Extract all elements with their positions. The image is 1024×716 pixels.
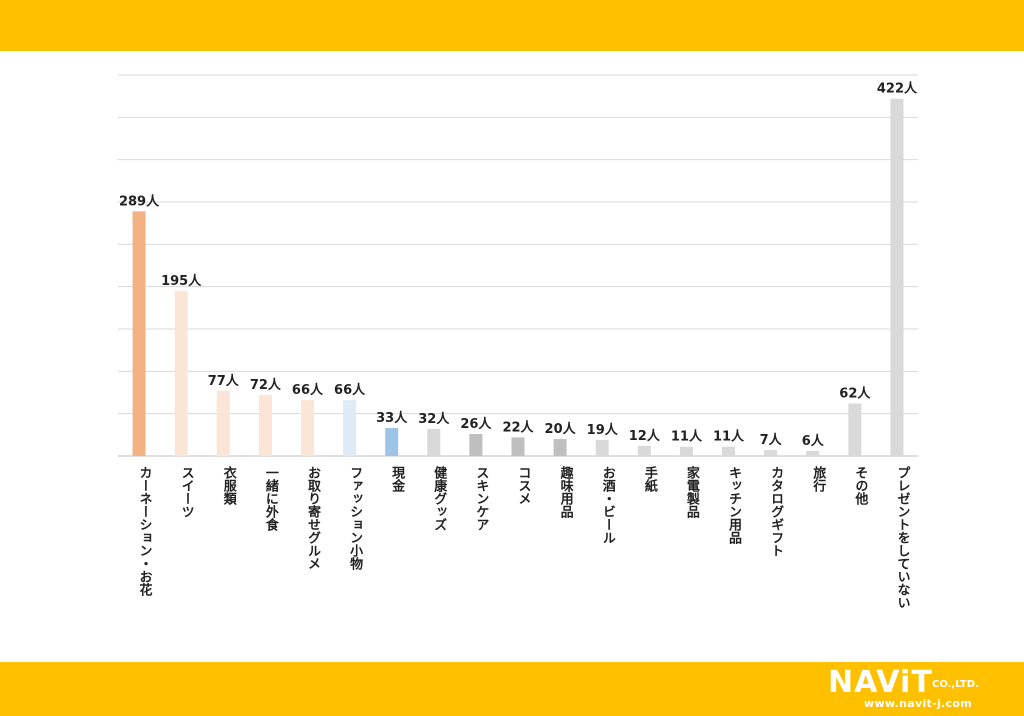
company-logo: NAViT CO.,LTD. www.navit-j.com (824, 667, 1004, 711)
category-label: 一緒に外食 (263, 466, 280, 532)
data-label: 11人 (671, 429, 703, 445)
bar (637, 445, 651, 456)
bar (848, 403, 862, 456)
bar (385, 428, 399, 456)
category-label: キッチン用品 (726, 466, 743, 545)
data-label: 7人 (760, 432, 783, 448)
bar (764, 450, 778, 456)
data-label: 66人 (292, 382, 324, 398)
data-label: 20人 (545, 421, 577, 437)
data-label: 12人 (629, 428, 661, 444)
category-label: ファッション小物 (347, 466, 363, 571)
category-label: 衣服類 (221, 465, 238, 506)
bar (300, 400, 314, 456)
category-label: 家電製品 (684, 465, 701, 519)
category-label: その他 (852, 466, 869, 506)
data-label: 32人 (418, 411, 450, 427)
logo-suffix: CO.,LTD. (932, 679, 979, 690)
category-label: カーネーション・お花 (137, 466, 153, 597)
category-label: 手紙 (642, 465, 658, 493)
category-label: スキンケア (473, 466, 489, 531)
data-label: 195人 (161, 273, 202, 289)
bar (343, 400, 357, 456)
category-label: 現金 (389, 466, 406, 493)
bar (722, 446, 736, 456)
category-label: 健康グッズ (431, 465, 447, 531)
data-label: 26人 (460, 416, 492, 432)
category-label: スイーツ (179, 466, 195, 518)
data-label: 33人 (376, 410, 408, 426)
category-label: コスメ (516, 466, 531, 505)
bar (427, 428, 441, 456)
category-label: カタログギフト (768, 466, 784, 557)
top-band (0, 0, 1024, 51)
bar (806, 450, 820, 456)
category-label: プレゼントをしていない (894, 466, 910, 609)
data-label: 22人 (502, 419, 534, 435)
bar (595, 439, 609, 456)
bar (174, 290, 188, 456)
category-label: 旅行 (810, 465, 827, 493)
category-label: お取り寄せグルメ (305, 466, 321, 570)
bar (258, 395, 272, 456)
data-label: 62人 (839, 386, 871, 402)
logo-url: www.navit-j.com (864, 697, 972, 710)
bar (511, 437, 525, 456)
category-label: お酒・ビール (600, 466, 616, 544)
data-label: 77人 (208, 373, 240, 389)
bar (469, 433, 483, 456)
data-label: 11人 (713, 429, 745, 445)
data-label: 289人 (119, 193, 160, 209)
bottom-band (0, 662, 1024, 716)
data-label: 6人 (802, 433, 825, 449)
bar (890, 98, 904, 456)
data-label: 66人 (334, 382, 366, 398)
bar (679, 446, 693, 456)
bar (216, 390, 230, 456)
bar (553, 439, 567, 456)
data-label: 422人 (877, 81, 918, 97)
data-label: 19人 (587, 422, 619, 438)
data-label: 72人 (250, 377, 282, 393)
logo-name: NAViT (828, 665, 933, 700)
category-label: 趣味用品 (558, 465, 575, 519)
bar (132, 211, 146, 456)
